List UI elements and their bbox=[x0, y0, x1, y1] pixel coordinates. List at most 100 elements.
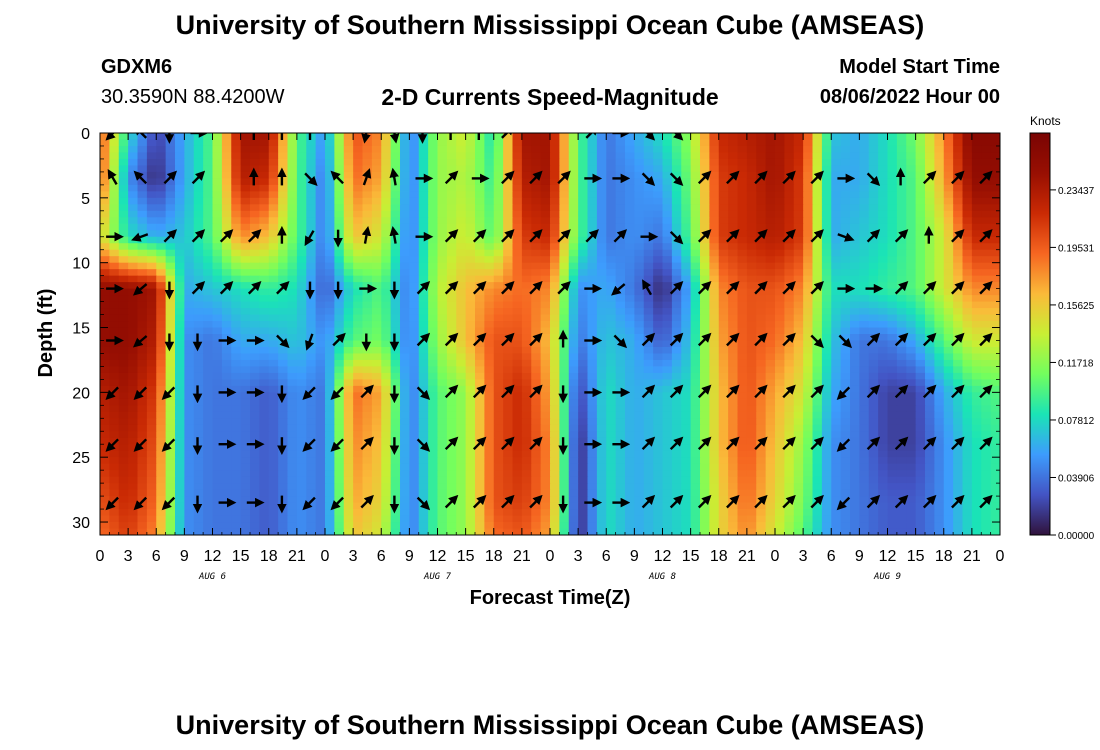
heatmap-cell bbox=[728, 210, 739, 218]
heatmap-cell bbox=[428, 308, 439, 316]
heatmap-cell bbox=[643, 295, 654, 303]
heatmap-cell bbox=[400, 197, 410, 205]
heatmap-cell bbox=[709, 256, 720, 264]
heatmap-cell bbox=[671, 243, 682, 251]
heatmap-cell bbox=[390, 321, 401, 329]
heatmap-cell bbox=[184, 165, 195, 173]
heatmap-cell bbox=[643, 230, 654, 238]
heatmap-cell bbox=[887, 314, 898, 322]
heatmap-cell bbox=[465, 405, 476, 413]
heatmap-cell bbox=[784, 463, 795, 471]
heatmap-cell bbox=[859, 334, 870, 342]
heatmap-cell bbox=[662, 398, 673, 406]
heatmap-cell bbox=[100, 314, 110, 322]
heatmap-cell bbox=[662, 379, 673, 387]
heatmap-cell bbox=[296, 437, 307, 445]
heatmap-cell bbox=[662, 145, 673, 154]
heatmap-cell bbox=[287, 379, 298, 387]
heatmap-cell bbox=[456, 405, 467, 413]
heatmap-cell bbox=[859, 327, 870, 335]
heatmap-cell bbox=[259, 171, 270, 179]
heatmap-cell bbox=[737, 359, 748, 368]
heatmap-cell bbox=[700, 256, 710, 264]
heatmap-cell bbox=[662, 321, 673, 329]
heatmap-cell bbox=[596, 269, 607, 277]
heatmap-cell bbox=[625, 463, 635, 471]
heatmap-cell bbox=[840, 379, 851, 387]
heatmap-cell bbox=[315, 158, 326, 167]
heatmap-cell bbox=[934, 405, 945, 413]
heatmap-cell bbox=[118, 405, 129, 413]
heatmap-cell bbox=[278, 275, 289, 283]
heatmap-cell bbox=[793, 450, 804, 458]
heatmap-cell bbox=[128, 256, 139, 264]
heatmap-cell bbox=[737, 385, 748, 393]
heatmap-cell bbox=[287, 210, 298, 218]
heatmap-cell bbox=[409, 288, 420, 296]
heatmap-cell bbox=[137, 437, 148, 445]
heatmap-cell bbox=[803, 145, 814, 154]
heatmap-cell bbox=[193, 359, 204, 368]
heatmap-cell bbox=[784, 165, 795, 173]
heatmap-cell bbox=[915, 405, 926, 413]
heatmap-cell bbox=[878, 418, 889, 426]
heatmap-cell bbox=[887, 379, 898, 387]
heatmap-cell bbox=[493, 262, 504, 270]
heatmap-cell bbox=[653, 385, 664, 393]
heatmap-cell bbox=[240, 405, 251, 413]
heatmap-cell bbox=[850, 158, 860, 167]
heatmap-cell bbox=[306, 191, 317, 199]
heatmap-cell bbox=[484, 165, 495, 173]
heatmap-cell bbox=[728, 321, 739, 329]
heatmap-cell bbox=[850, 295, 860, 303]
heatmap-cell bbox=[821, 165, 832, 173]
heatmap-cell bbox=[146, 269, 157, 277]
heatmap-cell bbox=[193, 295, 204, 303]
heatmap-cell bbox=[943, 444, 954, 452]
heatmap-cell bbox=[925, 295, 935, 303]
heatmap-cell bbox=[915, 178, 926, 186]
heatmap-cell bbox=[803, 450, 814, 458]
heatmap-cell bbox=[353, 223, 364, 231]
heatmap-cell bbox=[859, 152, 870, 160]
heatmap-cell bbox=[962, 236, 973, 244]
heatmap-cell bbox=[465, 457, 476, 465]
heatmap-cell bbox=[475, 327, 485, 335]
heatmap-cell bbox=[287, 405, 298, 413]
heatmap-cell bbox=[775, 295, 785, 303]
heatmap-cell bbox=[840, 171, 851, 179]
heatmap-cell bbox=[709, 191, 720, 199]
heatmap-cell bbox=[756, 191, 767, 199]
heatmap-cell bbox=[559, 444, 570, 452]
heatmap-cell bbox=[681, 133, 692, 141]
heatmap-cell bbox=[156, 405, 167, 413]
heatmap-cell bbox=[259, 184, 270, 192]
heatmap-cell bbox=[943, 340, 954, 348]
heatmap-cell bbox=[831, 353, 842, 361]
heatmap-cell bbox=[465, 411, 476, 419]
heatmap-cell bbox=[353, 450, 364, 458]
heatmap-cell bbox=[296, 424, 307, 432]
heatmap-cell bbox=[250, 321, 260, 329]
heatmap-cell bbox=[709, 457, 720, 465]
heatmap-cell bbox=[606, 133, 617, 141]
heatmap-cell bbox=[578, 444, 589, 452]
heatmap-cell bbox=[850, 210, 860, 218]
heatmap-cell bbox=[465, 282, 476, 290]
heatmap-cell bbox=[559, 133, 570, 141]
heatmap-cell bbox=[662, 133, 673, 141]
heatmap-cell bbox=[184, 288, 195, 296]
heatmap-cell bbox=[559, 152, 570, 160]
heatmap-cell bbox=[540, 275, 551, 283]
heatmap-cell bbox=[343, 269, 354, 277]
heatmap-cell bbox=[746, 275, 757, 283]
heatmap-cell bbox=[859, 236, 870, 244]
heatmap-cell bbox=[709, 249, 720, 257]
heatmap-cell bbox=[287, 424, 298, 432]
heatmap-cell bbox=[915, 411, 926, 419]
heatmap-cell bbox=[287, 158, 298, 167]
heatmap-cell bbox=[390, 204, 401, 212]
heatmap-cell bbox=[156, 269, 167, 277]
heatmap-cell bbox=[896, 301, 907, 309]
heatmap-cell bbox=[793, 217, 804, 225]
